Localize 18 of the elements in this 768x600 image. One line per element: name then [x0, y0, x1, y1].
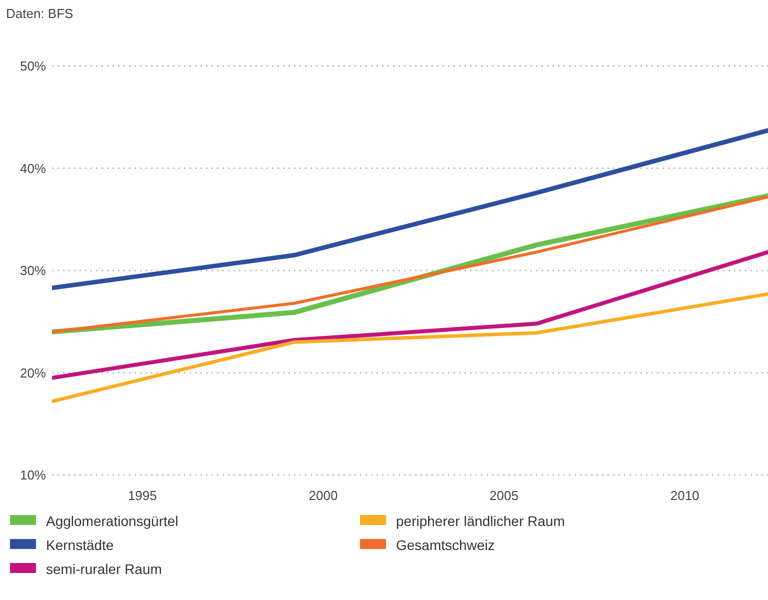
legend-label: peripherer ländlicher Raum — [396, 512, 565, 529]
y-tick-label: 40% — [20, 160, 46, 176]
x-tick-label: 2005 — [490, 488, 518, 503]
x-tick-label: 2010 — [670, 488, 700, 503]
text: Daten: BFS — [6, 6, 74, 21]
x-tick-label: 2000 — [308, 488, 338, 503]
y-tick-label: 10% — [20, 468, 46, 483]
line-series — [52, 292, 768, 404]
y-tick-label: 20% — [20, 365, 46, 380]
y-tick-label: 30% — [20, 263, 46, 278]
y-tick-label: 50% — [20, 58, 46, 74]
legend-label: Gesamtschweiz — [396, 536, 495, 553]
legend-label: Kernstädte — [46, 536, 114, 553]
line-series — [52, 128, 768, 290]
legend-label: semi-ruraler Raum — [46, 560, 162, 577]
legend-label: Agglomerationsgürtel — [46, 512, 178, 529]
x-tick-label: 1995 — [128, 488, 157, 503]
line-series — [52, 250, 768, 380]
